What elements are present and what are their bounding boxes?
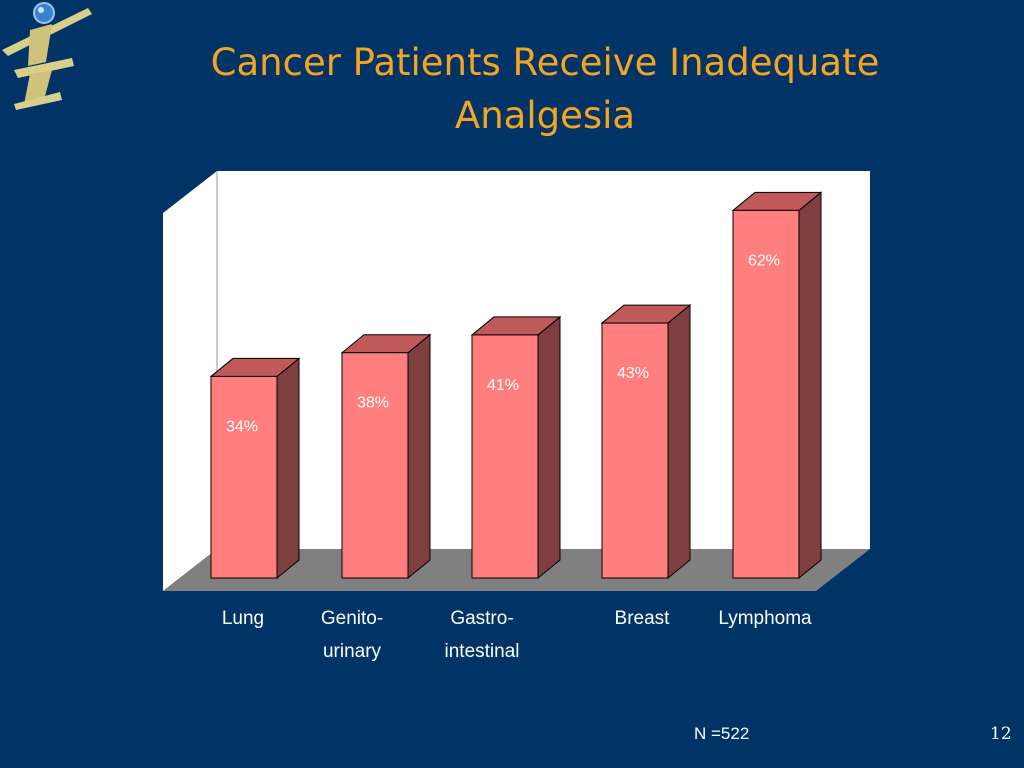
data-label: 43% — [617, 365, 649, 382]
data-label: 38% — [357, 395, 389, 412]
title-line-1: Cancer Patients Receive Inadequate — [210, 41, 880, 84]
bar-front — [471, 334, 539, 579]
bar-side — [276, 357, 300, 580]
bar-front — [210, 375, 278, 579]
bar-4: 43% — [600, 304, 692, 580]
plot-left-wall — [163, 171, 217, 591]
data-label: 34% — [226, 418, 258, 435]
bar-side — [798, 191, 822, 580]
category-label-line: Lung — [221, 608, 265, 629]
slide-number: 12 — [990, 724, 1012, 744]
bar-side — [667, 304, 691, 580]
sample-size-note: N =522 — [694, 724, 750, 743]
data-label: 41% — [487, 377, 519, 394]
bars: 34% 38% 41% 43% 62% — [209, 191, 823, 580]
category-label-line: Breast — [614, 608, 670, 629]
category-label-line: Lymphoma — [718, 608, 812, 629]
category-label: Breast — [567, 602, 717, 635]
category-label-line: Gastro- — [450, 608, 514, 629]
bar-1: 34% — [209, 357, 301, 580]
category-label: Gastro-intestinal — [407, 602, 557, 668]
medical-logo-icon — [2, 2, 92, 110]
bar-3: 41% — [470, 315, 562, 580]
bar-front — [341, 352, 409, 579]
category-label-line: Genito- — [320, 608, 384, 629]
bar-2: 38% — [340, 333, 432, 580]
bar-side — [537, 315, 561, 580]
category-label: Lymphoma — [690, 602, 840, 635]
bar-front — [601, 322, 669, 579]
title-line-2: Analgesia — [454, 94, 636, 137]
bar-chart: 34% 38% 41% 43% 62% — [163, 171, 870, 591]
slide-title: Cancer Patients Receive Inadequate Analg… — [150, 36, 940, 142]
bar-front — [732, 209, 800, 579]
category-label-line: urinary — [322, 641, 382, 662]
data-label: 62% — [748, 252, 780, 269]
category-label-line: intestinal — [444, 641, 520, 662]
category-label: Genito-urinary — [277, 602, 427, 668]
category-label: Lung — [168, 602, 318, 635]
bar-side — [407, 333, 431, 580]
bar-5: 62% — [731, 191, 823, 580]
